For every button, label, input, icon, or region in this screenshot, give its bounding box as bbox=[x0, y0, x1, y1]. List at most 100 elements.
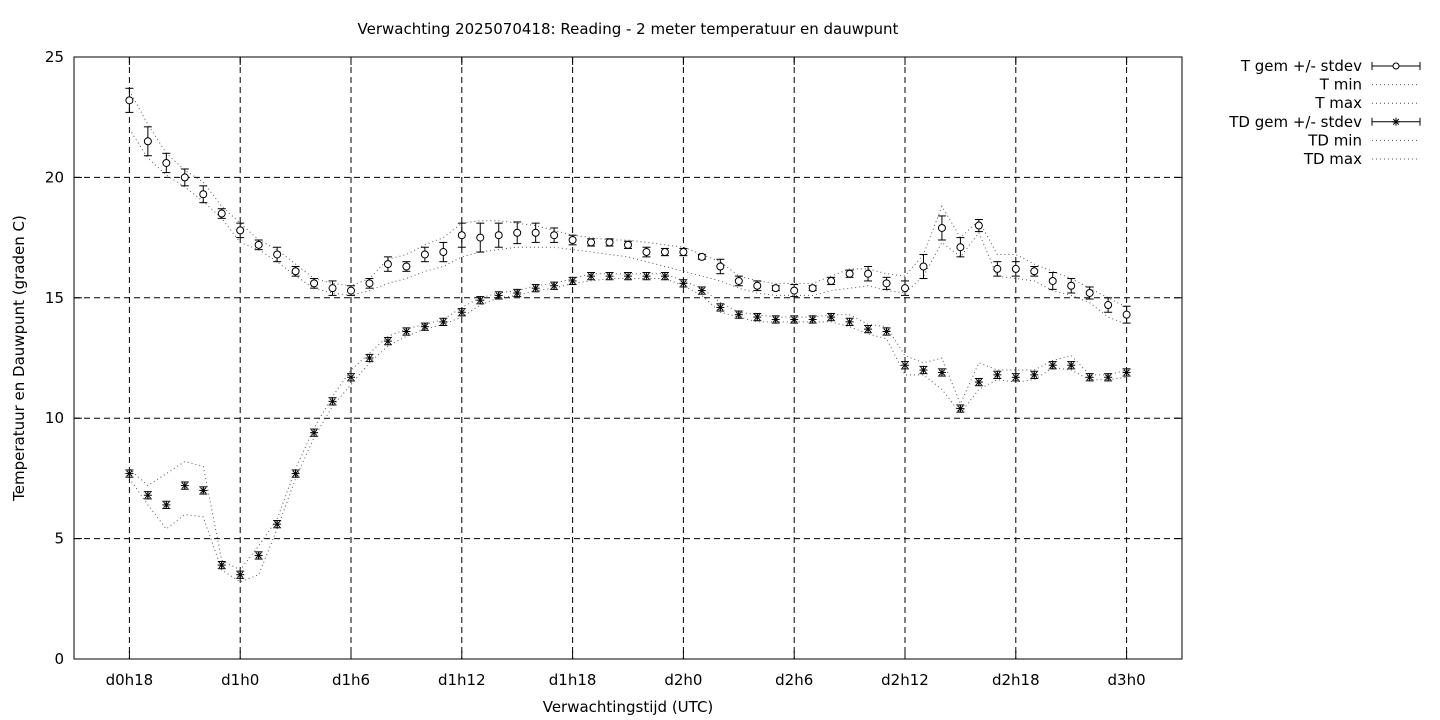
data-point bbox=[347, 373, 355, 382]
data-point bbox=[402, 262, 411, 271]
data-point bbox=[716, 262, 725, 271]
data-point bbox=[125, 96, 134, 105]
data-point bbox=[956, 243, 965, 252]
data-point bbox=[679, 248, 688, 257]
data-point bbox=[605, 272, 614, 281]
data-point bbox=[716, 303, 725, 312]
star-stroke bbox=[514, 289, 521, 297]
data-point bbox=[199, 190, 208, 199]
data-point bbox=[642, 272, 651, 281]
data-point bbox=[1048, 276, 1057, 285]
data-point bbox=[790, 286, 799, 295]
data-point bbox=[845, 269, 854, 278]
legend-label: T gem +/- stdev bbox=[1240, 57, 1362, 75]
star-stroke bbox=[827, 313, 835, 321]
data-point bbox=[550, 281, 559, 290]
star-stroke bbox=[126, 470, 133, 477]
star-stroke bbox=[1031, 371, 1038, 379]
chart-title: Verwachting 2025070418: Reading - 2 mete… bbox=[358, 20, 899, 38]
data-point bbox=[790, 315, 799, 324]
x-tick-label: d0h18 bbox=[106, 671, 154, 689]
star-stroke bbox=[458, 309, 465, 316]
data-point bbox=[420, 322, 429, 331]
data-point bbox=[937, 223, 946, 232]
y-tick-label: 5 bbox=[54, 530, 64, 548]
data-point bbox=[974, 378, 983, 387]
data-point bbox=[1011, 264, 1020, 273]
x-axis-label: Verwachtingstijd (UTC) bbox=[543, 698, 714, 716]
data-point bbox=[624, 240, 632, 249]
data-point bbox=[310, 428, 319, 437]
data-point bbox=[1048, 361, 1057, 370]
data-point bbox=[162, 500, 171, 509]
star-stroke bbox=[329, 398, 336, 405]
data-point bbox=[383, 260, 392, 269]
x-tick-label: d2h6 bbox=[775, 671, 813, 689]
data-point bbox=[199, 486, 208, 495]
data-point bbox=[587, 238, 596, 247]
data-point bbox=[956, 404, 965, 413]
star-stroke bbox=[1086, 374, 1093, 381]
data-point bbox=[457, 231, 466, 240]
star-stroke bbox=[273, 520, 281, 528]
series-line-t-max bbox=[128, 90, 1127, 308]
legend-marker bbox=[1392, 62, 1400, 70]
star-stroke bbox=[366, 354, 373, 362]
star-stroke bbox=[550, 282, 558, 289]
data-point bbox=[125, 469, 134, 478]
legend-marker bbox=[1392, 117, 1400, 126]
star-stroke bbox=[144, 492, 152, 499]
data-point bbox=[254, 240, 263, 249]
star-stroke bbox=[1123, 369, 1130, 376]
star-stroke bbox=[237, 571, 244, 578]
data-point bbox=[1085, 373, 1094, 382]
data-point bbox=[734, 276, 743, 285]
data-point bbox=[236, 226, 245, 235]
star-stroke bbox=[569, 277, 576, 285]
data-point bbox=[937, 368, 946, 377]
legend-label: TD min bbox=[1307, 131, 1362, 149]
y-tick-label: 10 bbox=[45, 409, 64, 427]
y-tick-label: 0 bbox=[54, 650, 64, 668]
data-point bbox=[310, 279, 319, 288]
x-axis-ticks: d0h18 d1h0 d1h6 d1h12 d1h18 d2h0 d2h6 d2h12 d2h1… bbox=[106, 57, 1146, 689]
data-point bbox=[1067, 361, 1076, 370]
data-point bbox=[827, 276, 836, 285]
data-point bbox=[882, 279, 891, 288]
star-stroke bbox=[310, 429, 318, 436]
legend-label: TD gem +/- stdev bbox=[1228, 113, 1362, 131]
data-point bbox=[1030, 370, 1039, 379]
data-point bbox=[568, 276, 577, 285]
legend-label: T min bbox=[1319, 76, 1362, 94]
star-stroke bbox=[587, 272, 595, 280]
y-tick-label: 20 bbox=[45, 168, 64, 186]
data-point bbox=[808, 284, 817, 293]
data-point bbox=[254, 551, 263, 560]
y-axis-ticks: 0 5 10 15 20 25 bbox=[45, 48, 1182, 668]
star-stroke bbox=[957, 405, 964, 412]
data-point bbox=[660, 272, 669, 281]
star-stroke bbox=[920, 366, 927, 374]
data-point bbox=[993, 370, 1002, 379]
data-point bbox=[753, 281, 762, 290]
star-stroke bbox=[901, 362, 909, 369]
data-point bbox=[328, 284, 337, 293]
star-stroke bbox=[292, 470, 299, 477]
data-point bbox=[568, 236, 577, 245]
data-point bbox=[457, 308, 466, 317]
star-stroke bbox=[717, 304, 724, 311]
data-point bbox=[531, 284, 540, 293]
star-stroke bbox=[643, 272, 650, 280]
star-stroke bbox=[200, 487, 207, 494]
data-point bbox=[365, 279, 374, 288]
data-point bbox=[476, 233, 485, 242]
series-line-td-min bbox=[128, 278, 1127, 583]
star-stroke bbox=[864, 325, 872, 333]
data-point bbox=[365, 354, 374, 362]
data-point bbox=[143, 137, 152, 146]
data-point bbox=[291, 267, 300, 276]
data-point bbox=[420, 250, 429, 259]
star-stroke bbox=[384, 337, 392, 345]
star-stroke bbox=[735, 311, 742, 318]
